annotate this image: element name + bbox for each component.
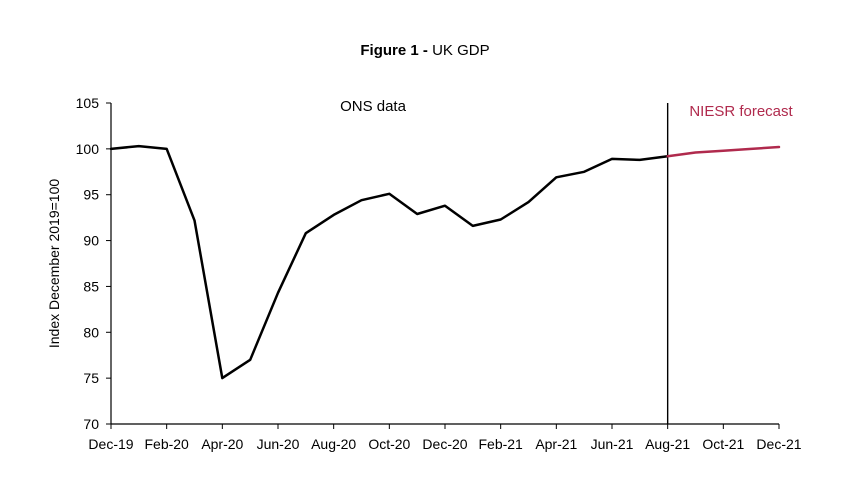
series-line-ons-data bbox=[109, 144, 669, 380]
x-tick-label: Jun-21 bbox=[591, 436, 634, 452]
y-axis-title: Index December 2019=100 bbox=[46, 179, 62, 348]
x-tick-label: Jun-20 bbox=[257, 436, 300, 452]
chart-title: Figure 1 - UK GDP bbox=[0, 42, 850, 59]
y-tick-label: 80 bbox=[83, 324, 99, 340]
y-tick-label: 100 bbox=[76, 141, 100, 157]
x-tick-label: Dec-21 bbox=[756, 436, 801, 452]
x-tick-label: Oct-21 bbox=[702, 436, 744, 452]
y-tick-label: 105 bbox=[76, 95, 100, 111]
y-tick-label: 85 bbox=[83, 278, 99, 294]
y-tick-label: 75 bbox=[83, 370, 99, 386]
annotation-ons-data: ONS data bbox=[340, 98, 407, 115]
chart-title-prefix: Figure 1 - bbox=[360, 42, 428, 59]
x-tick-label: Apr-20 bbox=[201, 436, 243, 452]
x-tick-label: Dec-20 bbox=[422, 436, 467, 452]
x-tick-label: Aug-21 bbox=[645, 436, 690, 452]
x-tick-label: Dec-19 bbox=[88, 436, 133, 452]
y-tick-label: 70 bbox=[83, 416, 99, 432]
x-tick-label: Oct-20 bbox=[368, 436, 410, 452]
annotation-niesr-forecast: NIESR forecast bbox=[689, 103, 793, 120]
series-line-niesr-forecast bbox=[666, 145, 781, 158]
chart-title-text: UK GDP bbox=[432, 42, 490, 59]
x-tick-label: Aug-20 bbox=[311, 436, 356, 452]
x-tick-label: Feb-20 bbox=[144, 436, 189, 452]
x-tick-label: Apr-21 bbox=[535, 436, 577, 452]
y-tick-label: 90 bbox=[83, 233, 99, 249]
x-tick-label: Feb-21 bbox=[478, 436, 523, 452]
y-tick-label: 95 bbox=[83, 187, 99, 203]
